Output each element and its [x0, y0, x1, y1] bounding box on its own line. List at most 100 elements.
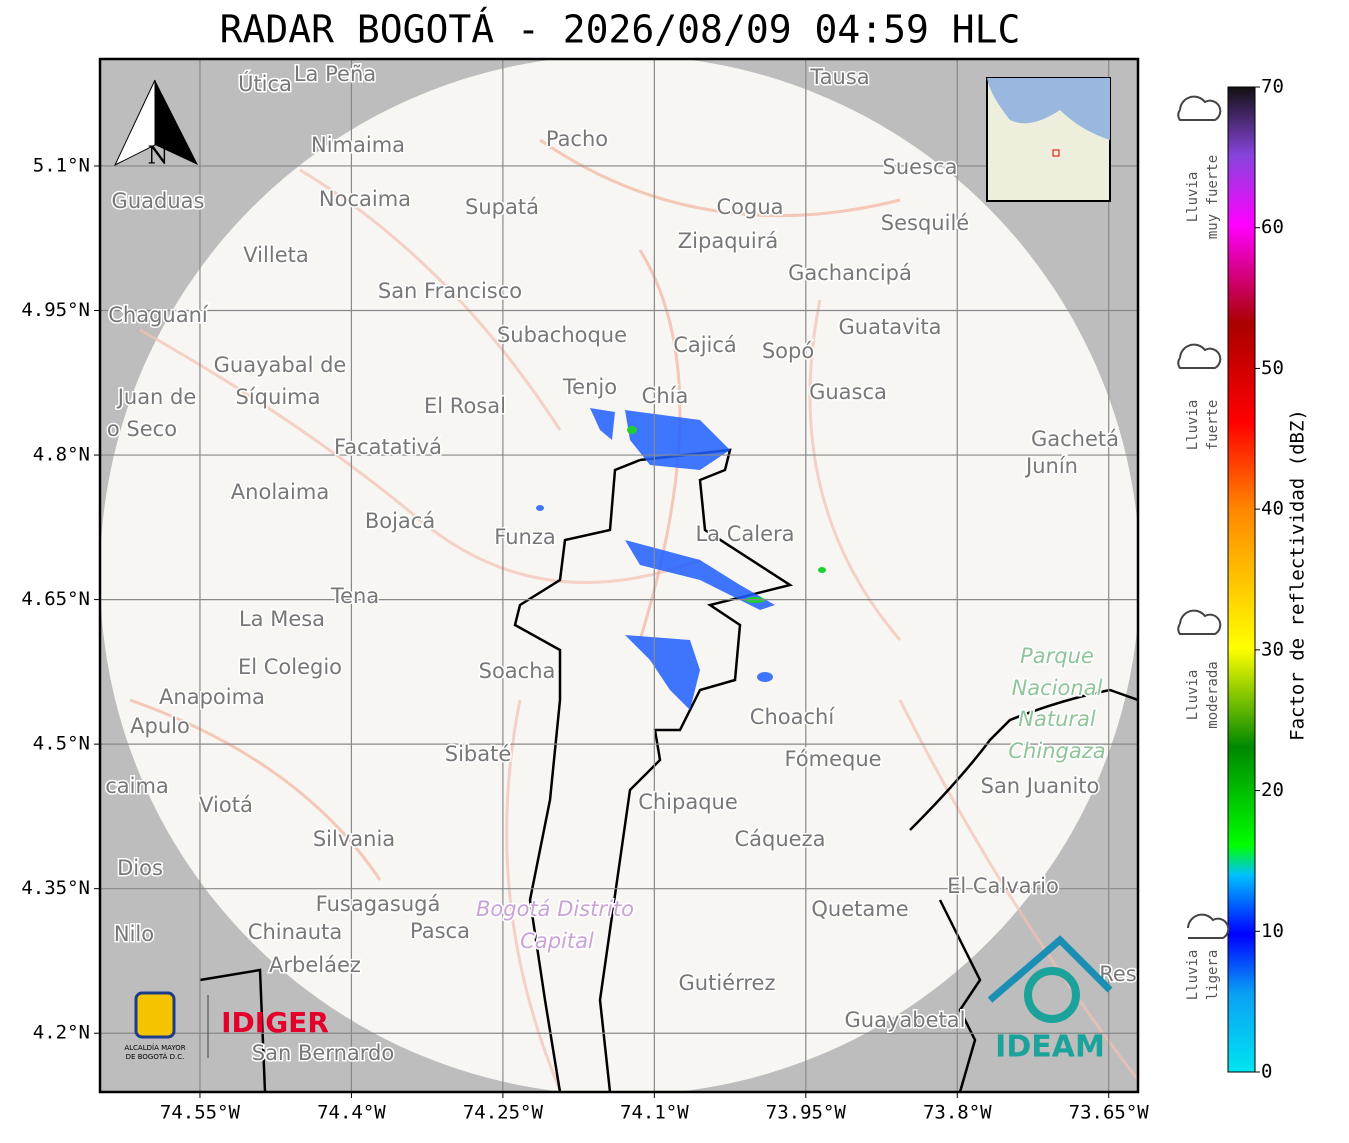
place-label: Viotá: [199, 793, 253, 817]
place-label: Chipaque: [638, 790, 738, 814]
place-label: Bogotá Distrito: [476, 897, 634, 921]
place-label: San Juanito: [981, 774, 1100, 798]
place-label: Parque: [1020, 644, 1094, 668]
rain-category: Lluvia: [1185, 670, 1201, 721]
y-tick-label: 4.8°N: [33, 444, 90, 466]
place-label: Quetame: [811, 897, 908, 921]
place-label: caima: [105, 774, 169, 798]
place-label: Guatavita: [839, 315, 942, 339]
place-label: El Calvario: [947, 874, 1059, 898]
place-label: Junín: [1024, 454, 1078, 478]
place-label: Juan de: [116, 385, 197, 409]
place-label: El Rosal: [424, 394, 506, 418]
place-label: Gachancipá: [788, 261, 912, 285]
place-label: Chingaza: [1008, 739, 1105, 763]
colorbar-tick-label: 40: [1261, 498, 1284, 520]
rain-category: muy fuerte: [1205, 155, 1221, 239]
place-label: San Bernardo: [252, 1041, 394, 1065]
place-label: La Calera: [695, 522, 794, 546]
place-label: Capital: [520, 929, 594, 953]
colorbar-tick-label: 70: [1261, 76, 1284, 98]
colorbar-tick-label: 20: [1261, 779, 1284, 801]
place-label: Anolaima: [231, 480, 329, 504]
place-label: Dios: [117, 856, 163, 880]
place-label: Nilo: [114, 922, 154, 946]
place-label: Chaguaní: [108, 303, 209, 327]
logo-text: ALCALDÍA MAYOR: [124, 1043, 185, 1052]
place-label: Apulo: [130, 714, 190, 738]
place-label: Gachetá: [1031, 427, 1119, 451]
y-tick-label: 4.2°N: [33, 1022, 90, 1044]
colorbar-tick-label: 30: [1261, 638, 1284, 660]
place-label: Zipaquirá: [678, 229, 778, 253]
place-label: Pacho: [546, 127, 608, 151]
y-tick-label: 5.1°N: [33, 154, 90, 176]
place-label: Sopó: [762, 339, 814, 363]
x-tick-label: 74.4°W: [317, 1102, 386, 1124]
north-arrow: N: [148, 142, 169, 170]
place-label: Nacional: [1012, 676, 1103, 700]
x-tick-label: 73.65°W: [1069, 1102, 1150, 1124]
place-label: Guaduas: [112, 189, 205, 213]
colorbar: [1227, 86, 1256, 1073]
x-tick-label: 73.8°W: [923, 1102, 992, 1124]
colorbar-tick-label: 0: [1261, 1061, 1272, 1083]
radar-echoes: [536, 408, 775, 710]
place-label: Cáqueza: [735, 827, 826, 851]
rain-category: Lluvia: [1185, 400, 1201, 451]
place-label: La Mesa: [239, 607, 325, 631]
logo-ideam: IDEAM: [995, 1030, 1105, 1065]
y-tick-label: 4.5°N: [33, 733, 90, 755]
colorbar-tick-label: 60: [1261, 216, 1284, 238]
map-area: Útica La Peña Tausa Pacho Nimaima Guaduas Noca…: [100, 59, 1138, 1092]
place-label: Suesca: [883, 155, 958, 179]
place-label: Fusagasugá: [316, 892, 441, 916]
place-label: Cajicá: [673, 333, 737, 357]
place-label: Tenjo: [562, 375, 617, 399]
x-tick-label: 74.55°W: [160, 1102, 241, 1124]
place-label: Pasca: [410, 919, 470, 943]
place-label: Nimaima: [311, 133, 405, 157]
x-tick-label: 73.95°W: [766, 1102, 847, 1124]
place-label: Chía: [642, 384, 689, 408]
place-label: Gutiérrez: [679, 971, 776, 995]
place-label: San Francisco: [378, 279, 522, 303]
place-label: Funza: [494, 525, 555, 549]
rain-category: Lluvia: [1185, 950, 1201, 1001]
place-label: Natural: [1018, 707, 1096, 731]
rain-category: fuerte: [1205, 400, 1221, 451]
rain-category: moderada: [1205, 661, 1221, 728]
place-label: Cogua: [716, 195, 783, 219]
place-label: Nocaima: [319, 187, 411, 211]
y-tick-label: 4.65°N: [21, 588, 90, 610]
x-tick-label: 74.25°W: [463, 1102, 544, 1124]
logo-idiger: IDIGER: [221, 1006, 329, 1039]
colorbar-label: Factor de reflectividad (dBZ): [1287, 409, 1309, 741]
place-label: Anapoima: [159, 685, 265, 709]
place-label: La Peña: [294, 62, 376, 86]
place-label: Choachí: [750, 705, 836, 729]
y-tick-label: 4.95°N: [21, 299, 90, 321]
place-label: Chinauta: [248, 920, 342, 944]
place-label: Bojacá: [365, 509, 435, 533]
place-label: Subachoque: [497, 323, 627, 347]
logo-text: DE BOGOTÁ D.C.: [126, 1052, 185, 1061]
place-label: Guayabal de: [214, 353, 347, 377]
place-label: Tena: [330, 584, 379, 608]
place-label: Sesquilé: [881, 211, 969, 235]
place-label: Arbeláez: [269, 953, 361, 977]
title: RADAR BOGOTÁ - 2026/08/09 04:59 HLC: [220, 8, 1021, 52]
rain-category: Lluvia: [1185, 172, 1201, 223]
place-label: Supatá: [465, 195, 539, 219]
rain-category: ligera: [1205, 950, 1221, 1001]
place-label: Facatativá: [334, 435, 442, 459]
place-label: Tausa: [809, 65, 869, 89]
place-label: Fómeque: [784, 747, 881, 771]
place-label: Síquima: [236, 385, 321, 409]
x-tick-label: 74.1°W: [620, 1102, 689, 1124]
place-label: Soacha: [479, 659, 556, 683]
place-label: Guayabetal: [845, 1008, 966, 1032]
place-label: Sibaté: [445, 742, 512, 766]
y-tick-label: 4.35°N: [21, 877, 90, 899]
colorbar-tick-label: 10: [1261, 920, 1284, 942]
